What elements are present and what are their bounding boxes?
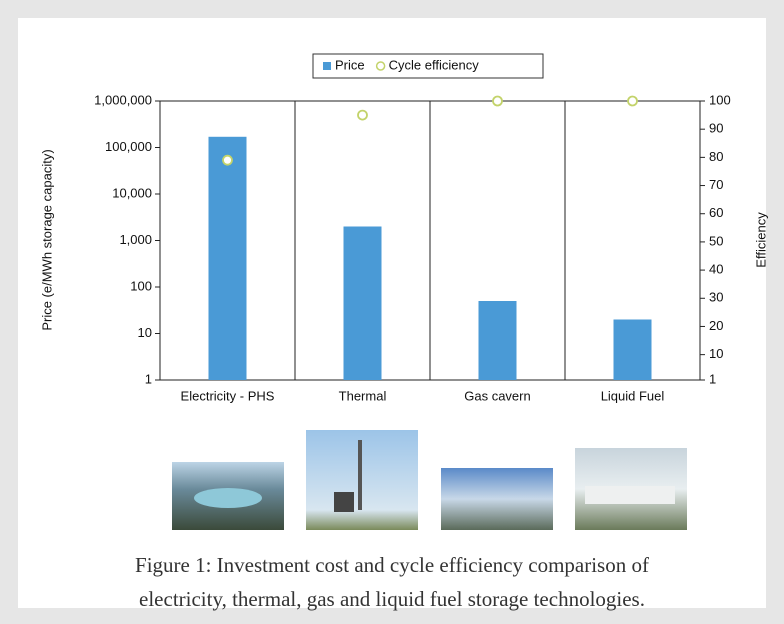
efficiency-point	[357, 109, 368, 121]
bar	[478, 300, 517, 380]
y2-tick-label: 80	[709, 149, 723, 164]
x-tick-label: Liquid Fuel	[601, 388, 665, 403]
y-tick-label: 10,000	[112, 185, 152, 200]
y2-tick-label: 60	[709, 205, 723, 220]
y-tick-label: 1,000,000	[94, 92, 152, 107]
y2-axis-title: Efficiency	[753, 212, 768, 268]
x-tick-label: Electricity - PHS	[181, 388, 275, 403]
bar	[208, 136, 247, 380]
y-tick-label: 1	[145, 371, 152, 386]
efficiency-point	[492, 95, 503, 107]
legend-box	[312, 53, 544, 79]
y2-tick-label: 10	[709, 346, 723, 361]
x-tick-label: Gas cavern	[464, 388, 530, 403]
y2-tick-label: 20	[709, 318, 723, 333]
efficiency-point	[627, 95, 638, 107]
y2-tick-label: 1	[709, 371, 716, 386]
y2-tick-label: 30	[709, 290, 723, 305]
y2-tick-label: 70	[709, 177, 723, 192]
bar	[343, 226, 382, 380]
efficiency-point	[222, 154, 233, 166]
y-tick-label: 1,000	[119, 232, 152, 247]
legend-swatch	[323, 62, 331, 70]
x-tick-label: Thermal	[339, 388, 387, 403]
y2-tick-label: 50	[709, 233, 723, 248]
y-tick-label: 100,000	[105, 139, 152, 154]
bar	[613, 319, 652, 380]
y2-tick-label: 90	[709, 121, 723, 136]
legend-swatch	[375, 61, 386, 71]
caption-line: electricity, thermal, gas and liquid fue…	[139, 587, 645, 611]
y2-tick-label: 100	[709, 92, 731, 107]
legend-label: Price	[335, 57, 365, 72]
y-tick-label: 10	[138, 325, 152, 340]
y-axis-title: Price (e/MWh storage capacity)	[39, 149, 54, 330]
photos	[172, 430, 687, 530]
legend-label: Cycle efficiency	[389, 57, 480, 72]
y2-tick-label: 40	[709, 262, 723, 277]
y-tick-label: 100	[130, 278, 152, 293]
legend: Price Cycle efficiency	[312, 53, 544, 79]
caption-line: Figure 1: Investment cost and cycle effi…	[135, 553, 649, 577]
